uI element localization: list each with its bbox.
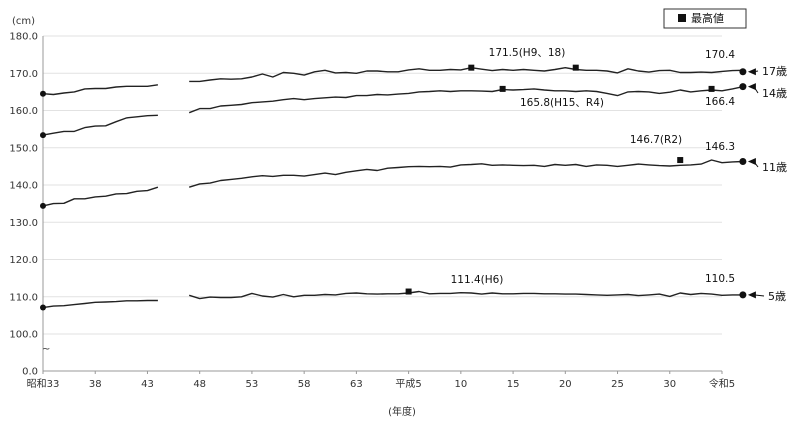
series-line [42,299,158,309]
y-tick-label: 110.0 [9,292,38,303]
axis-break-symbol: ~ [42,344,50,355]
legend-label: 最高値 [691,11,724,25]
series-end-point [739,291,747,299]
x-tick-label: 38 [89,379,102,390]
series-start-point [40,304,46,311]
x-tick-label: 53 [246,379,259,390]
x-tick-label: 30 [663,379,676,390]
x-axis: 昭和33 38 43 48 53 58 63 平成5 10 15 20 25 30 令和5 [27,371,735,390]
series-end-point [739,158,747,166]
series-line [189,66,743,83]
series-17歳: 17歳 170.4 171.5(H9、18) [40,47,787,97]
series-group: 17歳 170.4 171.5(H9、18) 14歳 166.4 165.8(H15、R4… [40,47,787,311]
y-tick-label: 130.0 [9,218,38,229]
y-tick-label: 100.0 [9,330,38,341]
end-value-label: 166.4 [705,96,735,108]
series-line [42,114,158,136]
y-tick-label: 140.0 [9,181,38,192]
series-14歳: 14歳 166.4 165.8(H15、R4) [40,83,787,139]
series-line [188,86,744,114]
series-line [42,84,158,96]
max-value-label: 171.5(H9、18) [489,47,566,59]
max-marker [677,157,684,164]
grid-lines [43,35,722,372]
series-start-point [40,132,46,139]
x-tick-label: 48 [193,379,206,390]
x-tick-label: 20 [559,379,572,390]
max-value-label: 111.4(H6) [451,274,504,286]
age-arrow-head-icon [747,158,756,166]
age-arrow-head-icon [747,291,756,299]
x-tick-label: 63 [350,379,363,390]
end-value-label: 170.4 [705,49,735,61]
max-marker [499,85,506,92]
age-arrow-head-icon [747,83,756,91]
y-tick-label: 170.0 [9,69,38,80]
series-age-label: 5歳 [768,290,786,303]
y-unit-label: (cm) [12,16,35,27]
max-marker [708,85,715,92]
series-age-label: 14歳 [762,87,787,100]
series-end-point [739,68,747,76]
y-tick-label: 180.0 [9,32,38,43]
x-tick-label: 25 [611,379,624,390]
max-marker [572,64,579,71]
y-tick-label: 0.0 [22,367,38,378]
end-value-label: 146.3 [705,141,735,153]
max-value-label: 165.8(H15、R4) [520,97,604,109]
series-end-point [739,83,747,91]
x-axis-label: (年度) [388,405,416,418]
x-tick-label: 15 [507,379,520,390]
age-arrow-head-icon [747,68,756,76]
series-line [188,159,743,188]
legend: 最高値 [663,8,747,29]
series-start-point [40,90,46,97]
series-5歳: 5歳 110.5 111.4(H6) [40,273,786,311]
max-value-label: 146.7(R2) [630,134,682,146]
series-start-point [40,202,46,209]
y-tick-label: 160.0 [9,106,38,117]
series-age-label: 11歳 [762,161,787,174]
x-tick-label: 58 [298,379,311,390]
series-age-label: 17歳 [762,65,787,78]
x-tick-label: 10 [454,379,467,390]
x-tick-label: 平成5 [395,378,421,390]
legend-box [663,8,747,29]
max-marker [468,64,475,71]
max-marker [405,288,412,295]
series-line [42,186,159,207]
y-tick-label: 150.0 [9,143,38,154]
y-tick-label: 120.0 [9,255,38,266]
series-11歳: 11歳 146.3 146.7(R2) [40,134,787,209]
end-value-label: 110.5 [705,273,735,285]
series-line [188,290,743,300]
x-tick-label: 昭和33 [27,378,60,390]
x-tick-label: 令和5 [709,377,735,390]
x-tick-label: 43 [141,379,154,390]
legend-max-marker-icon [678,14,686,22]
